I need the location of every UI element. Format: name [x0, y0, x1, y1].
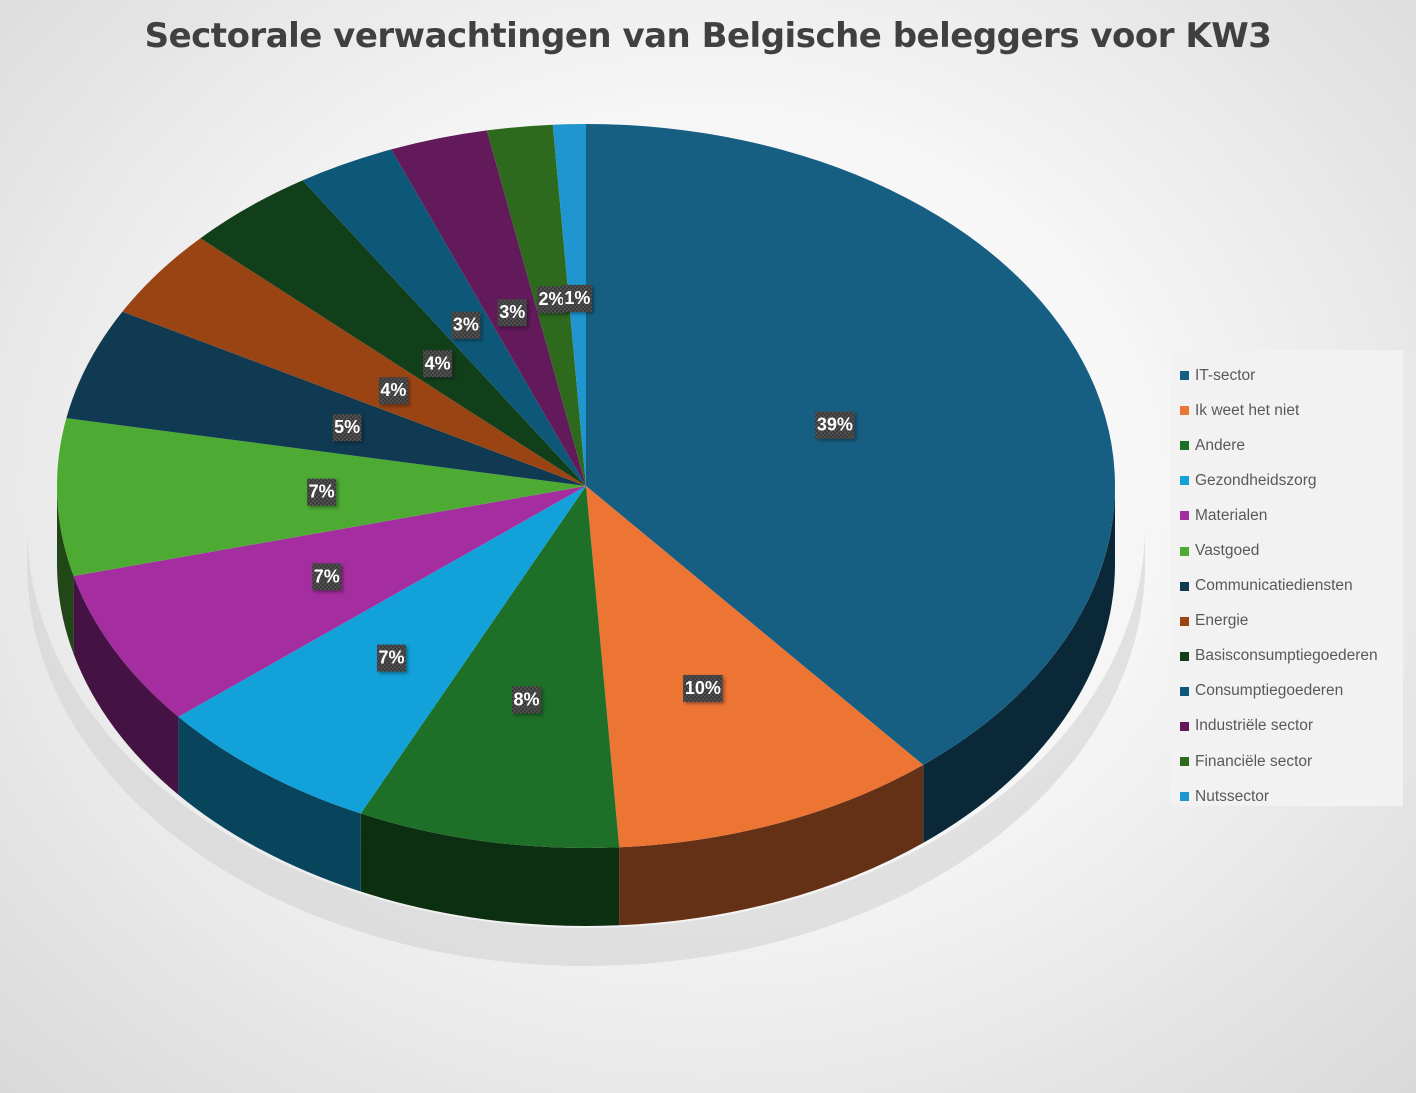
- legend-item-ik-weet-het-niet[interactable]: Ik weet het niet: [1180, 393, 1403, 428]
- data-label-financiele-sector: 2%: [537, 286, 567, 314]
- legend-label: Consumptiegoederen: [1195, 682, 1344, 700]
- svg-text:10%: 10%: [685, 678, 721, 698]
- pie-slice-financiele-sector[interactable]: [486, 124, 586, 486]
- svg-text:1%: 1%: [564, 288, 590, 308]
- legend-label: IT-sector: [1195, 366, 1256, 384]
- legend-item-it-sector[interactable]: IT-sector: [1180, 358, 1403, 393]
- data-label-andere: 8%: [512, 686, 542, 714]
- data-label-basisconsumptiegoederen: 4%: [423, 350, 453, 378]
- legend-swatch: [1180, 757, 1189, 767]
- legend-label: Andere: [1195, 436, 1245, 454]
- legend-label: Nutssector: [1195, 787, 1270, 805]
- data-label-industriele-sector: 3%: [497, 299, 527, 327]
- data-label-communicatiediensten: 5%: [332, 414, 362, 442]
- svg-text:3%: 3%: [453, 315, 479, 335]
- legend-label: Financiële sector: [1195, 752, 1313, 770]
- legend-item-energie[interactable]: Energie: [1180, 604, 1403, 639]
- data-label-gezondheidszorg: 7%: [376, 644, 406, 672]
- pie-slice-materialen[interactable]: [73, 486, 586, 717]
- chart-title: Sectorale verwachtingen van Belgische be…: [144, 16, 1272, 56]
- svg-text:7%: 7%: [314, 566, 340, 586]
- legend-label: Materialen: [1195, 506, 1268, 524]
- legend-swatch: [1180, 721, 1189, 731]
- legend-item-nutssector[interactable]: Nutssector: [1180, 779, 1403, 814]
- legend-label: Communicatiediensten: [1195, 577, 1353, 595]
- pie-slice-ik-weet-het-niet[interactable]: [586, 486, 924, 848]
- pie-slice-communicatiediensten[interactable]: [66, 311, 586, 486]
- legend-label: Basisconsumptiegoederen: [1195, 647, 1378, 665]
- legend-item-financiele-sector[interactable]: Financiële sector: [1180, 744, 1403, 779]
- pie-side-materialen: [73, 576, 179, 795]
- svg-text:5%: 5%: [334, 417, 360, 437]
- svg-text:4%: 4%: [425, 353, 451, 373]
- data-label-vastgoed: 7%: [307, 478, 337, 506]
- pie-slice-industriele-sector[interactable]: [391, 130, 586, 486]
- pie-labels: 39%10%8%7%7%7%5%4%4%3%3%2% 1%: [307, 284, 855, 714]
- pie-tops: [56, 124, 1115, 849]
- pie-slice-basisconsumptiegoederen[interactable]: [200, 180, 586, 487]
- pie-slice-consumptiegoederen[interactable]: [302, 149, 586, 487]
- svg-text:39%: 39%: [817, 415, 853, 435]
- svg-text:7%: 7%: [378, 648, 404, 668]
- legend-item-consumptiegoederen[interactable]: Consumptiegoederen: [1180, 674, 1403, 709]
- svg-text:4%: 4%: [380, 380, 406, 400]
- legend-swatch: [1180, 546, 1189, 556]
- svg-text:8%: 8%: [514, 689, 540, 709]
- legend-swatch: [1180, 616, 1189, 626]
- svg-text:7%: 7%: [309, 482, 335, 502]
- legend-item-vastgoed[interactable]: Vastgoed: [1180, 533, 1403, 568]
- legend-swatch: [1180, 476, 1189, 486]
- legend-item-industriele-sector[interactable]: Industriële sector: [1180, 709, 1403, 744]
- legend-item-gezondheidszorg[interactable]: Gezondheidszorg: [1180, 463, 1403, 498]
- legend-swatch: [1180, 686, 1189, 696]
- data-label-nutssector: 1%: [562, 284, 592, 312]
- pie-slice-energie[interactable]: [122, 238, 586, 486]
- legend-swatch: [1180, 581, 1189, 591]
- svg-text:3%: 3%: [499, 302, 525, 322]
- legend-swatch: [1180, 511, 1189, 521]
- pie-side-ik-weet-het-niet: [619, 764, 924, 926]
- data-label-energie: 4%: [378, 377, 408, 405]
- legend-item-communicatiediensten[interactable]: Communicatiediensten: [1180, 569, 1403, 604]
- legend-label: Gezondheidszorg: [1195, 471, 1317, 489]
- pie-side-andere: [360, 813, 620, 926]
- legend-swatch: [1180, 792, 1189, 802]
- pie-sides: [57, 486, 1115, 926]
- pie-side-gezondheidszorg: [178, 716, 361, 892]
- legend-swatch: [1180, 651, 1189, 661]
- legend-swatch: [1180, 406, 1189, 416]
- legend-item-basisconsumptiegoederen[interactable]: Basisconsumptiegoederen: [1180, 639, 1403, 674]
- legend-item-andere[interactable]: Andere: [1180, 428, 1403, 463]
- legend-label: Energie: [1195, 612, 1249, 630]
- pie-slice-it-sector[interactable]: [586, 124, 1115, 765]
- legend-item-materialen[interactable]: Materialen: [1180, 498, 1403, 533]
- pie-slice-andere[interactable]: [360, 486, 620, 849]
- legend-label: Ik weet het niet: [1195, 401, 1300, 419]
- data-label-it-sector: 39%: [815, 411, 855, 439]
- legend: IT-sector Ik weet het niet Andere Gezondhei…: [1170, 350, 1403, 806]
- legend-swatch: [1180, 371, 1189, 381]
- pie-side-it-sector: [923, 486, 1115, 843]
- data-label-ik-weet-het-niet: 10%: [683, 674, 723, 702]
- data-label-materialen: 7%: [312, 563, 342, 591]
- legend-label: Industriële sector: [1195, 717, 1314, 735]
- data-label-consumptiegoederen: 3%: [451, 311, 481, 339]
- legend-label: Vastgoed: [1195, 542, 1260, 560]
- legend-swatch: [1180, 441, 1189, 451]
- pie-side-vastgoed: [57, 486, 74, 655]
- svg-text:2%: 2%: [539, 289, 565, 309]
